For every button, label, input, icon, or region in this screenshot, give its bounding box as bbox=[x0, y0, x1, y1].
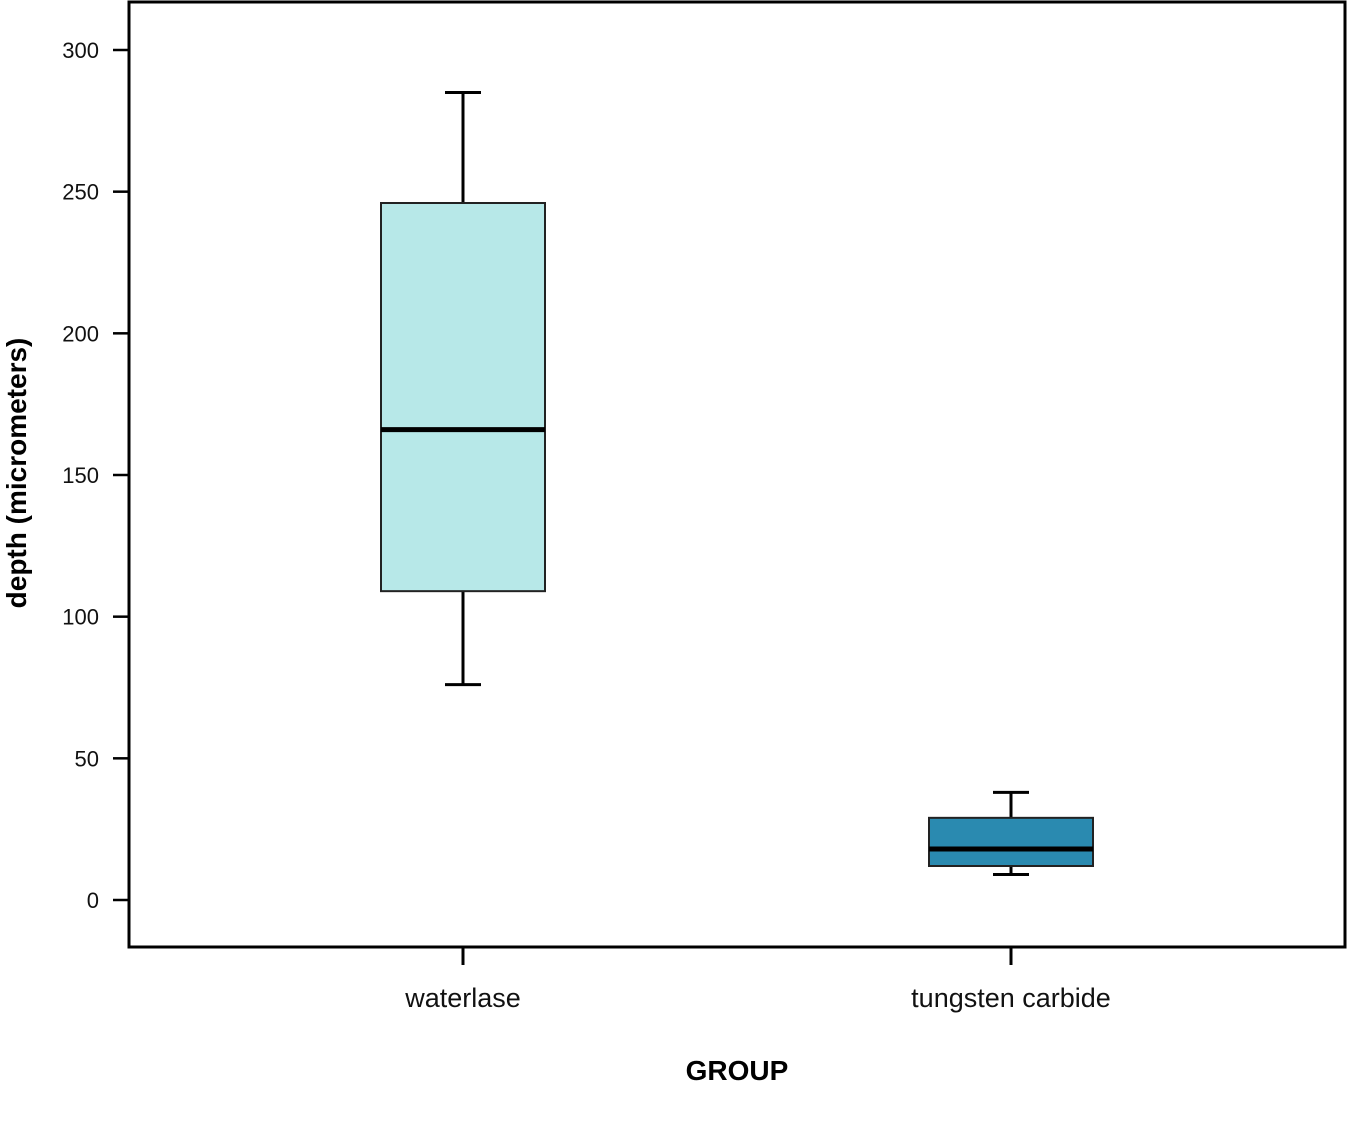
x-axis: waterlase tungsten carbide bbox=[404, 947, 1111, 1013]
y-axis-title: depth (micrometers) bbox=[1, 338, 32, 609]
x-tick-label: waterlase bbox=[404, 983, 521, 1013]
box-waterlase bbox=[380, 91, 546, 687]
x-axis-title: GROUP bbox=[686, 1055, 789, 1086]
y-tick-label: 150 bbox=[62, 463, 99, 488]
box-tungsten-carbide bbox=[928, 790, 1094, 876]
y-tick-label: 300 bbox=[62, 38, 99, 63]
y-tick-label: 100 bbox=[62, 605, 99, 630]
iqr-box bbox=[928, 816, 1094, 867]
y-tick-label: 0 bbox=[87, 888, 99, 913]
box-series bbox=[380, 91, 1094, 876]
y-tick-label: 50 bbox=[75, 746, 99, 771]
iqr-box bbox=[380, 202, 546, 593]
y-axis: 0 50 100 150 200 250 300 bbox=[62, 38, 129, 913]
x-tick-label: tungsten carbide bbox=[911, 983, 1111, 1013]
y-tick-label: 250 bbox=[62, 180, 99, 205]
plot-frame bbox=[127, 0, 1347, 949]
y-tick-label: 200 bbox=[62, 321, 99, 346]
